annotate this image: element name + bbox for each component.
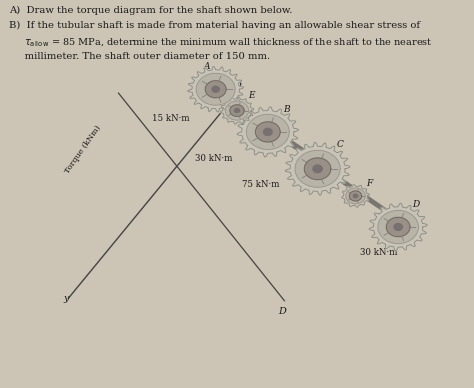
Polygon shape: [230, 105, 244, 116]
Text: C: C: [337, 140, 344, 149]
Polygon shape: [342, 185, 369, 207]
Polygon shape: [196, 73, 235, 105]
Polygon shape: [313, 165, 322, 173]
Polygon shape: [353, 194, 358, 198]
Text: 30 kN·m: 30 kN·m: [195, 154, 232, 163]
Text: B)  If the tubular shaft is made from material having an allowable shear stress : B) If the tubular shaft is made from mat…: [9, 21, 420, 31]
Polygon shape: [235, 109, 239, 113]
Text: 75 kN·m: 75 kN·m: [242, 180, 279, 189]
Polygon shape: [212, 86, 219, 92]
Text: Torque (kNm): Torque (kNm): [64, 124, 102, 175]
Polygon shape: [225, 101, 249, 120]
Polygon shape: [378, 210, 419, 244]
Text: 30 kN·m: 30 kN·m: [360, 248, 397, 258]
Polygon shape: [188, 66, 244, 112]
Polygon shape: [220, 97, 254, 124]
Text: E: E: [248, 91, 255, 100]
Polygon shape: [255, 122, 280, 142]
Text: D: D: [412, 200, 420, 209]
Polygon shape: [346, 188, 365, 204]
Polygon shape: [369, 203, 427, 251]
Polygon shape: [205, 81, 226, 98]
Polygon shape: [386, 217, 410, 237]
Text: B: B: [283, 105, 290, 114]
Text: F: F: [365, 178, 372, 188]
Text: D: D: [278, 307, 286, 316]
Text: D: D: [233, 81, 241, 90]
Text: A: A: [204, 62, 210, 71]
Polygon shape: [246, 114, 289, 149]
Text: millimeter. The shaft outer diameter of 150 mm.: millimeter. The shaft outer diameter of …: [9, 52, 271, 61]
Text: $\tau_{\mathrm{allow}}$ = 85 MPa, determine the minimum wall thickness of the sh: $\tau_{\mathrm{allow}}$ = 85 MPa, determ…: [24, 37, 432, 49]
Polygon shape: [264, 128, 272, 135]
Text: y: y: [64, 294, 69, 303]
Polygon shape: [304, 158, 331, 180]
Text: A)  Draw the torque diagram for the shaft shown below.: A) Draw the torque diagram for the shaft…: [9, 6, 293, 15]
Polygon shape: [237, 107, 299, 157]
Polygon shape: [394, 223, 402, 230]
Polygon shape: [285, 142, 350, 195]
Polygon shape: [295, 150, 340, 187]
Polygon shape: [349, 191, 362, 201]
Text: 15 kN·m: 15 kN·m: [152, 114, 190, 123]
